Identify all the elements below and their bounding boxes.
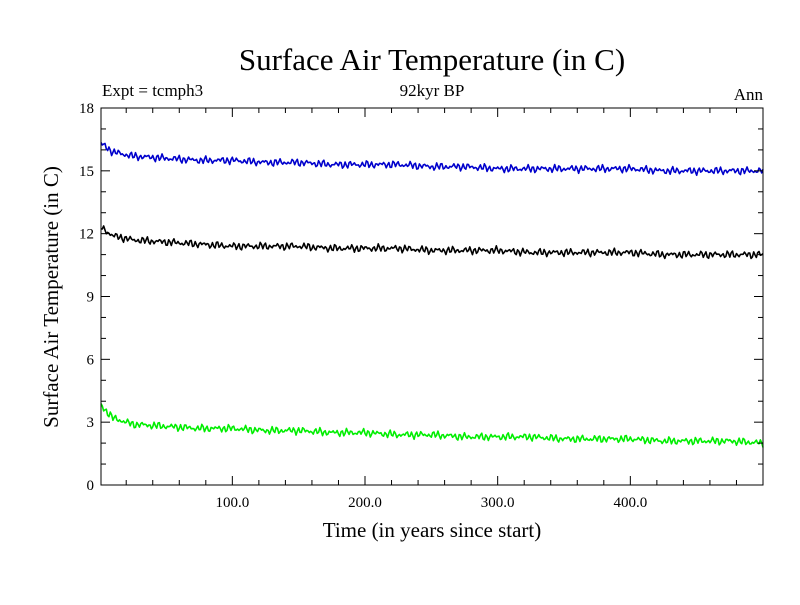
x-axis-label: Time (in years since start) xyxy=(323,518,542,542)
chart-subtitle-left: Expt = tcmph3 xyxy=(102,81,203,100)
x-tick-label: 200.0 xyxy=(348,495,382,511)
series-layer xyxy=(100,142,764,448)
y-tick-label: 6 xyxy=(87,352,95,368)
y-axis-label: Surface Air Temperature (in C) xyxy=(39,166,63,428)
series-line-2 xyxy=(100,225,764,260)
x-tick-label: 300.0 xyxy=(481,495,515,511)
y-tick-label: 0 xyxy=(87,478,95,494)
x-tick-label: 400.0 xyxy=(613,495,647,511)
y-tick-label: 3 xyxy=(87,415,95,431)
axes: 100.0 200.0 300.0 400.0 0 3 6 9 12 15 18 xyxy=(79,101,764,511)
y-tick-label: 9 xyxy=(87,290,95,306)
chart-title: Surface Air Temperature (in C) xyxy=(239,42,625,77)
series-line-1 xyxy=(100,142,764,177)
chart-subtitle-center: 92kyr BP xyxy=(400,81,465,100)
series-line-3 xyxy=(100,403,764,448)
chart-subtitle-right: Ann xyxy=(734,85,764,104)
y-tick-label: 18 xyxy=(79,101,94,117)
x-tick-label: 100.0 xyxy=(215,495,249,511)
y-tick-label: 15 xyxy=(79,164,94,180)
y-tick-label: 12 xyxy=(79,227,94,243)
